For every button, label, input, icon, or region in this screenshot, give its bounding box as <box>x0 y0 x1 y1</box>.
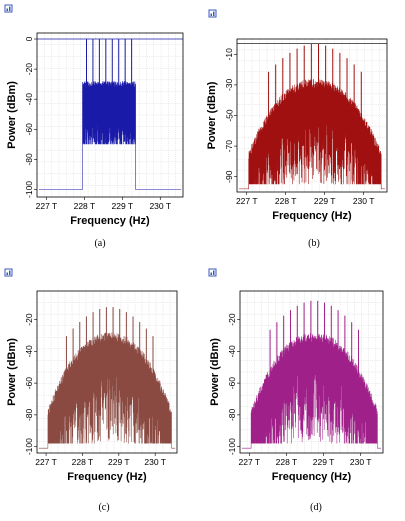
x-tick-label: 228 T <box>72 457 94 467</box>
chart-svg-a: 227 T 228 T 229 T 230 T 0 -20 -40 -60 -80 -100 Fre… <box>4 4 184 227</box>
app-icon <box>4 4 13 13</box>
x-tick-label: 229 T <box>112 201 134 211</box>
app-icon <box>4 268 13 277</box>
y-tick-label: -10 <box>224 48 234 61</box>
spectral-lines <box>269 300 359 395</box>
x-tick-label: 230 T <box>353 196 375 206</box>
y-tick-label: -30 <box>224 78 234 91</box>
spectral-lines <box>65 307 154 395</box>
x-tick-label: 228 T <box>275 196 297 206</box>
y-tick-label: -20 <box>227 313 237 326</box>
app-icon <box>208 9 217 18</box>
spectrum-trace <box>38 81 182 190</box>
caption-c: (c) <box>98 502 110 513</box>
y-tick-label: -60 <box>227 377 237 390</box>
y-tick-label: -80 <box>24 408 34 421</box>
x-tick-label: 228 T <box>74 201 96 211</box>
x-tick-label: 227 T <box>36 201 58 211</box>
chart-panel-d: 227 T 228 T 229 T 230 T -20 -40 -60 -80 -100 Freq… <box>202 262 405 521</box>
chart-svg-d: 227 T 228 T 229 T 230 T -20 -40 -60 -80 -100 Freq… <box>208 268 384 483</box>
y-tick-label: -70 <box>224 140 234 153</box>
x-tick-label: 229 T <box>314 196 336 206</box>
spectrum-trace <box>241 332 382 449</box>
y-axis-label: Power (dBm) <box>209 338 221 406</box>
y-tick-label: -60 <box>24 377 34 390</box>
x-tick-label: 227 T <box>238 457 260 467</box>
y-tick-label: -100 <box>24 181 34 198</box>
y-tick-label: 0 <box>24 36 34 41</box>
y-tick-label: -20 <box>24 63 34 76</box>
caption-a: (a) <box>94 238 106 249</box>
chart-svg-b: 227 T 228 T 229 T 230 T -10 -30 -50 -70 -90 Frequ… <box>206 9 388 222</box>
plot-frame <box>36 32 184 198</box>
chart-panel-a: 227 T 228 T 229 T 230 T 0 -20 -40 -60 -80 -100 Fre… <box>0 0 200 260</box>
x-tick-label: 229 T <box>313 457 335 467</box>
x-axis-label: Frequency (Hz) <box>272 471 352 483</box>
y-tick-label: -80 <box>227 408 237 421</box>
x-axis-label: Frequency (Hz) <box>70 215 150 227</box>
y-axis-label: Power (dBm) <box>6 338 18 406</box>
caption-d: (d) <box>310 502 322 513</box>
y-tick-label: -60 <box>24 123 34 136</box>
y-axis-label: Power (dBm) <box>6 81 18 149</box>
plot-frame <box>36 290 178 454</box>
y-tick-label: -100 <box>24 438 34 455</box>
x-axis-label: Frequency (Hz) <box>272 210 352 222</box>
y-tick-label: -90 <box>224 170 234 183</box>
spectral-lines <box>85 39 133 107</box>
y-tick-label: -40 <box>227 345 237 358</box>
x-tick-label: 228 T <box>276 457 298 467</box>
app-icon <box>208 268 217 277</box>
y-tick-label: -20 <box>24 313 34 326</box>
y-axis-label: Power (dBm) <box>206 81 218 149</box>
x-tick-label: 230 T <box>149 201 171 211</box>
x-tick-label: 229 T <box>108 457 130 467</box>
spectrum-trace <box>238 79 386 190</box>
y-tick-label: -40 <box>24 345 34 358</box>
y-tick-label: -100 <box>227 438 237 455</box>
x-tick-label: 227 T <box>35 457 57 467</box>
x-axis-label: Frequency (Hz) <box>67 471 147 483</box>
caption-b: (b) <box>308 238 320 249</box>
y-tick-label: -80 <box>24 153 34 166</box>
x-tick-label: 230 T <box>144 457 166 467</box>
x-tick-label: 230 T <box>350 457 372 467</box>
chart-panel-c: 227 T 228 T 229 T 230 T -20 -40 -60 -80 -100 Freq… <box>0 262 200 521</box>
chart-svg-c: 227 T 228 T 229 T 230 T -20 -40 -60 -80 -100 Freq… <box>4 268 178 483</box>
spectral-lines <box>268 43 362 138</box>
y-tick-label: -40 <box>24 93 34 106</box>
x-tick-label: 227 T <box>236 196 258 206</box>
y-tick-label: -50 <box>224 109 234 122</box>
plot-frame <box>239 290 384 454</box>
spectrum-trace <box>38 332 176 449</box>
chart-panel-b: 227 T 228 T 229 T 230 T -10 -30 -50 -70 -90 Frequ… <box>202 0 405 260</box>
